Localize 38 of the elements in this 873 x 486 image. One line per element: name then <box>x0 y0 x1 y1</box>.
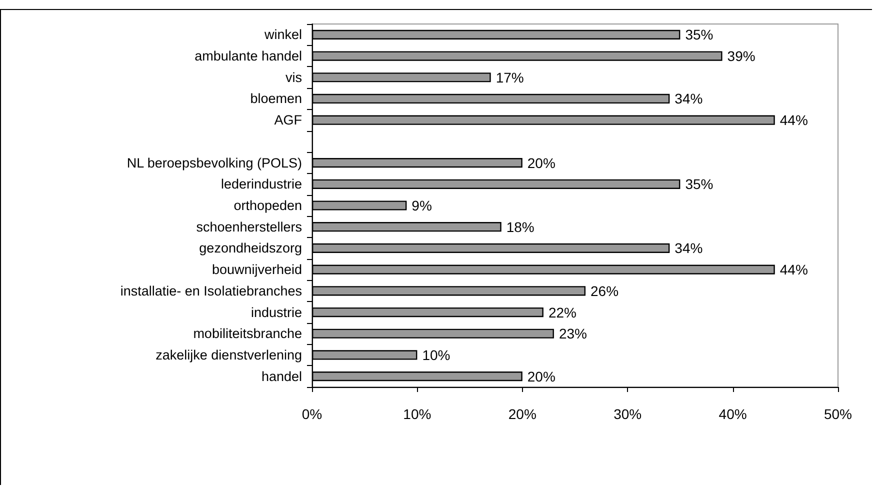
y-tick-label: lederindustrie <box>220 176 302 192</box>
x-tick-label: 40% <box>718 406 747 422</box>
y-tick-label: mobiliteitsbranche <box>193 326 302 342</box>
y-tick-label: gezondheidszorg <box>199 240 302 256</box>
x-tick-label: 0% <box>302 406 322 422</box>
data-label: 10% <box>422 346 450 363</box>
y-tick-label: winkel <box>263 27 302 42</box>
x-tick-label: 50% <box>824 406 852 422</box>
y-tick-label: AGF <box>274 112 302 128</box>
data-label: 39% <box>727 48 756 64</box>
x-tick-label: 20% <box>508 406 536 422</box>
y-tick-label: orthopeden <box>234 198 302 213</box>
data-label: 22% <box>548 304 576 320</box>
data-label: 35% <box>685 176 714 192</box>
x-tick-label: 30% <box>614 406 642 422</box>
data-label: 44% <box>780 262 808 278</box>
y-tick-label: installatie- en Isolatiebranches <box>120 283 302 298</box>
y-tick-label: vis <box>286 70 302 85</box>
y-tick-label: industrie <box>250 304 302 320</box>
data-label: 26% <box>590 282 619 299</box>
y-tick-label: NL beroepsbevolking (POLS) <box>126 155 302 170</box>
data-label: 34% <box>674 90 703 107</box>
y-tick-label: ambulante handel <box>194 48 302 64</box>
data-label: 35% <box>685 26 714 43</box>
data-label: 17% <box>496 69 524 86</box>
y-tick-label: bouwnijverheid <box>212 262 302 278</box>
data-label: 34% <box>674 240 703 256</box>
data-label: 18% <box>506 218 534 235</box>
data-label: 20% <box>527 154 556 171</box>
y-tick-label: bloemen <box>250 91 302 106</box>
x-tick-label: 10% <box>403 406 432 422</box>
data-label: 23% <box>558 326 587 342</box>
y-tick-label: schoenherstellers <box>196 219 302 234</box>
data-label: 9% <box>412 198 432 214</box>
y-tick-label: zakelijke dienstverlening <box>156 347 302 362</box>
y-tick-label: handel <box>261 368 302 384</box>
data-label: 20% <box>527 368 556 384</box>
data-label: 44% <box>780 112 808 128</box>
